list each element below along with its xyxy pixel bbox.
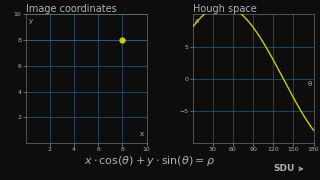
Text: $x \cdot \cos(\theta) + y \cdot \sin(\theta) = \rho$: $x \cdot \cos(\theta) + y \cdot \sin(\th… xyxy=(84,154,215,168)
Text: Hough space: Hough space xyxy=(193,4,256,14)
Text: x: x xyxy=(140,131,144,137)
Text: SDU: SDU xyxy=(274,164,295,173)
Text: y: y xyxy=(29,18,33,24)
Text: ρ: ρ xyxy=(194,18,198,24)
Text: θ: θ xyxy=(308,81,312,87)
Text: Image coordinates: Image coordinates xyxy=(26,4,116,14)
